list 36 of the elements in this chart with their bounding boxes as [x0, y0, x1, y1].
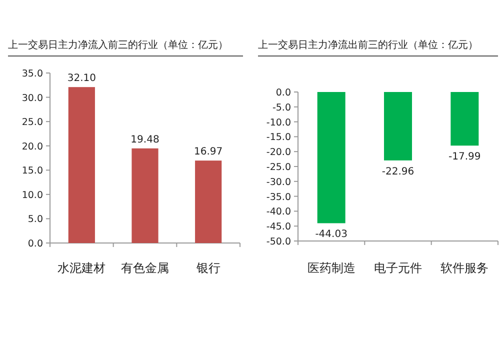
y-tick-label: -30.0	[266, 176, 291, 188]
data-label: -22.96	[382, 166, 414, 178]
chart-title: 上一交易日主力净流入前三的行业（单位：亿元）	[8, 39, 228, 51]
x-tick-label: 电子元件	[374, 261, 422, 275]
data-label: -44.03	[315, 229, 348, 240]
data-label: 19.48	[130, 134, 160, 146]
y-tick-label: -5.0	[272, 102, 291, 114]
x-tick-label: 软件服务	[440, 261, 489, 275]
y-tick-label: 15.0	[22, 166, 43, 177]
x-tick-label: 银行	[195, 261, 220, 275]
chart-title: 上一交易日主力净流出前三的行业（单位：亿元）	[258, 39, 478, 51]
y-tick-label: -50.0	[266, 236, 291, 248]
y-tick-label: 0.0	[28, 238, 43, 250]
data-label: 32.10	[67, 73, 96, 84]
bar	[195, 160, 222, 243]
y-tick-label: 30.0	[22, 92, 43, 104]
y-tick-label: 10.0	[22, 190, 43, 201]
bar	[132, 148, 158, 243]
y-tick-label: -45.0	[266, 222, 291, 233]
data-label: -17.99	[448, 152, 481, 163]
y-tick-label: -10.0	[266, 117, 291, 128]
x-tick-label: 医药制造	[307, 261, 356, 275]
y-tick-label: 35.0	[22, 68, 43, 80]
y-tick-label: -15.0	[266, 132, 291, 144]
x-tick-label: 有色金属	[121, 261, 169, 275]
data-label: 16.97	[194, 146, 223, 158]
y-tick-label: 25.0	[22, 117, 43, 128]
x-tick-label: 水泥建材	[58, 261, 106, 275]
y-tick-label: -25.0	[266, 162, 291, 173]
y-tick-label: -20.0	[266, 147, 291, 158]
bar	[68, 87, 95, 243]
y-tick-label: -35.0	[266, 192, 291, 203]
y-tick-label: 0.0	[276, 88, 291, 98]
y-tick-label: -40.0	[266, 206, 291, 218]
y-tick-label: 20.0	[22, 141, 43, 152]
y-tick-label: 5.0	[28, 214, 43, 226]
